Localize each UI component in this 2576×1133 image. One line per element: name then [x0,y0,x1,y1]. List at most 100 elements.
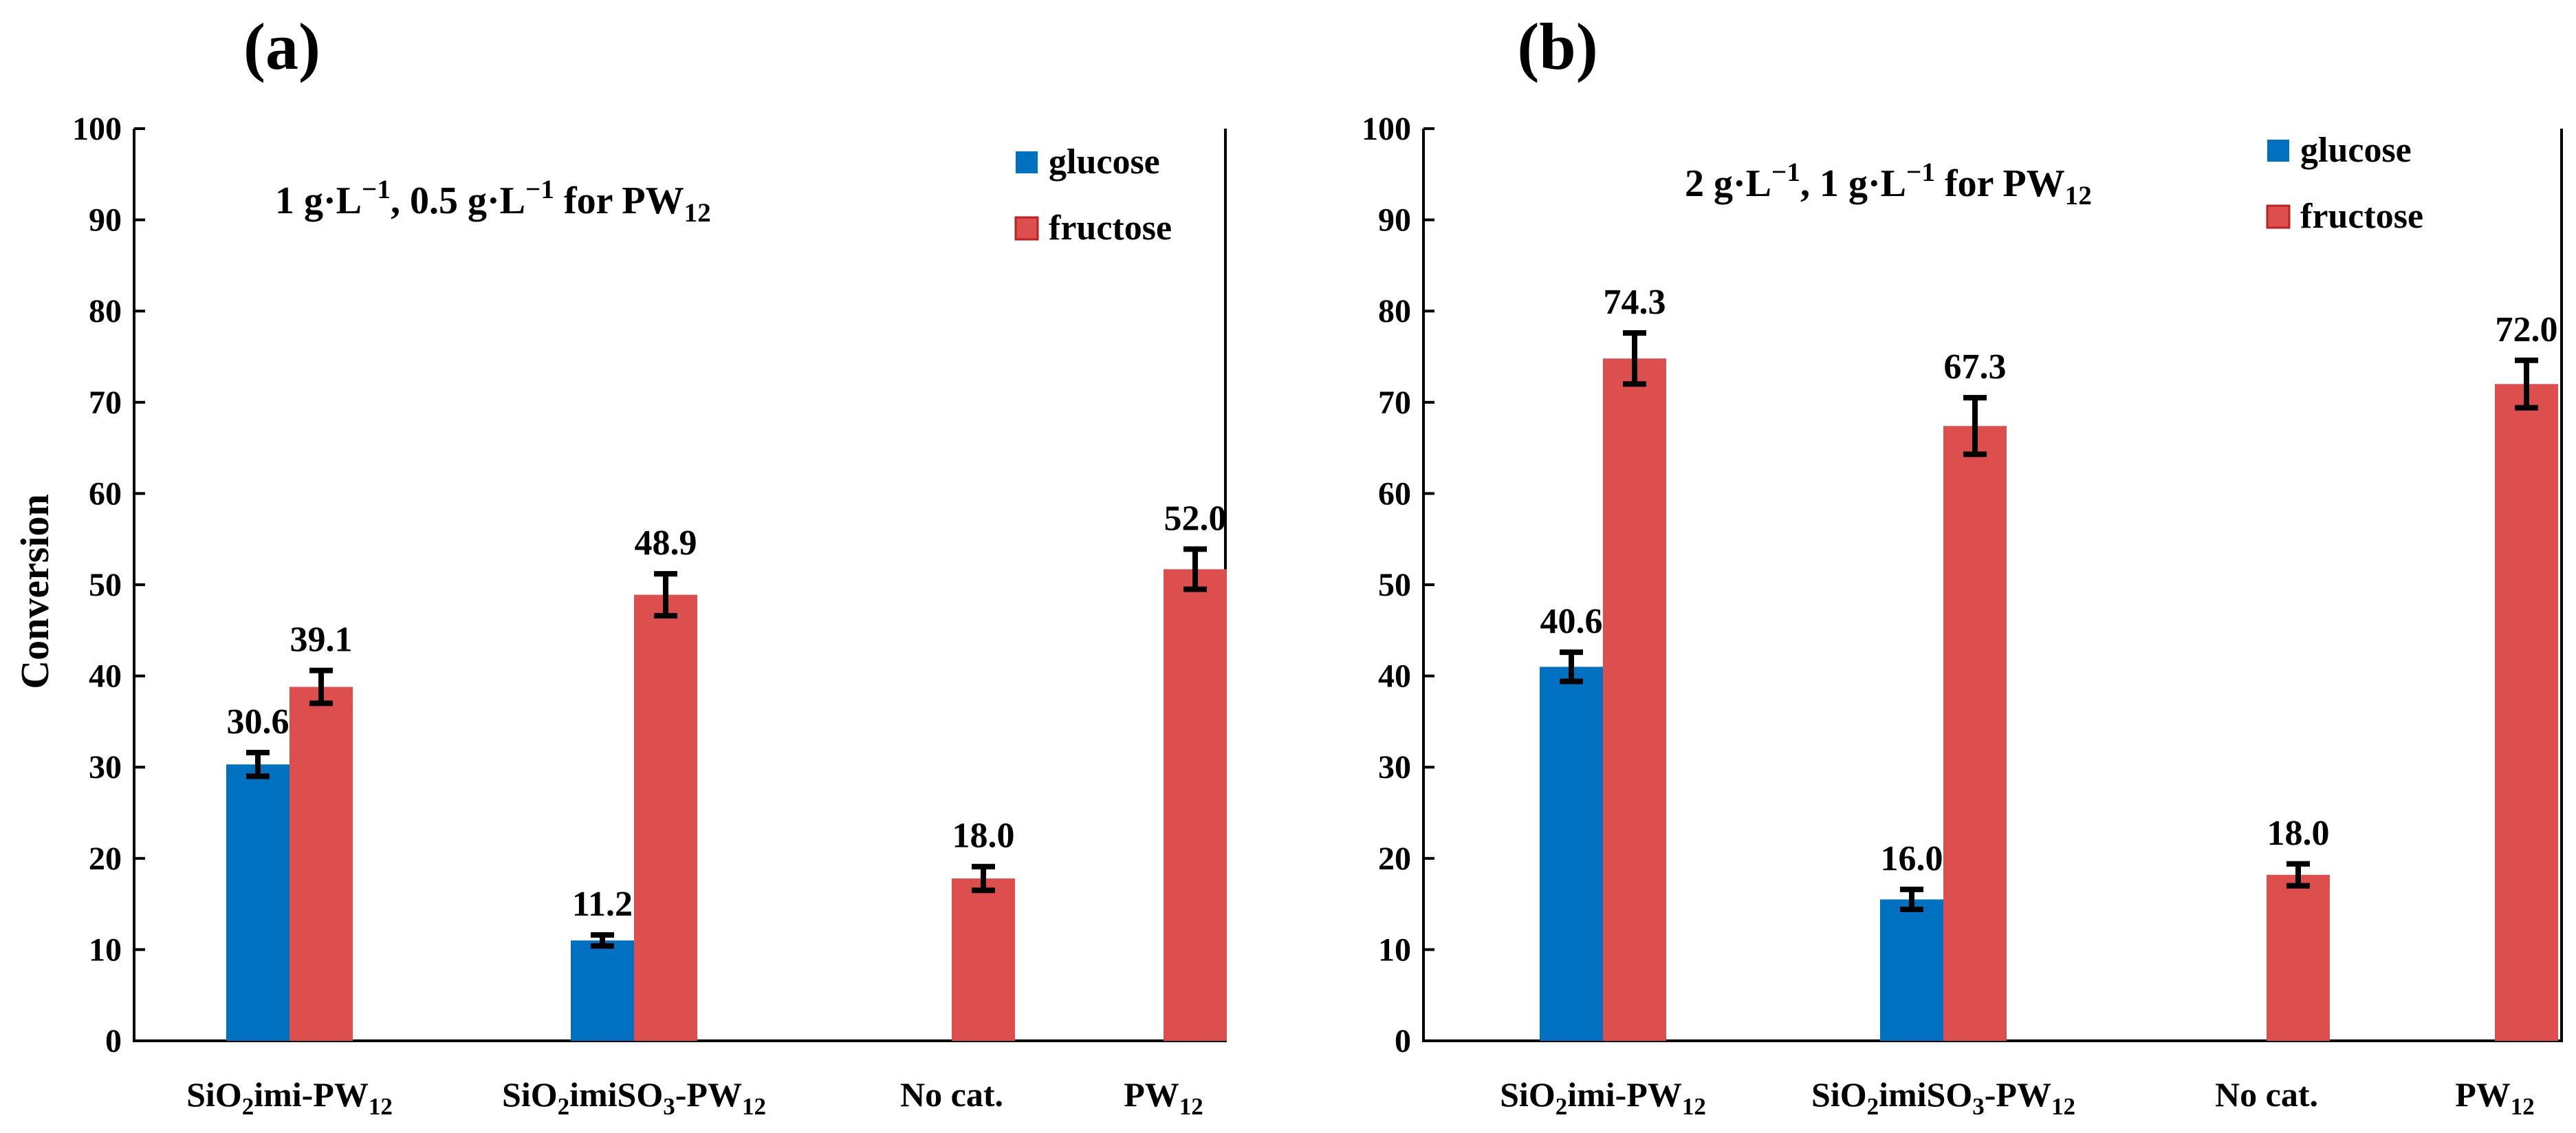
glucose-data-label: 11.2 [572,885,633,924]
y-tick-label: 70 [1378,385,1411,421]
conditions-annotation: 1 g·L−1, 0.5 g·L−1 for PW12 [275,175,711,228]
glucose-error-bar [591,932,614,949]
category-label-part-1: 2 [1867,1093,1879,1120]
fructose-data-label: 74.3 [1604,283,1666,322]
fructose-data-label: 52.0 [1164,499,1227,538]
glucose-error-bar [246,749,270,779]
category-label: PW12 [1124,1075,1203,1120]
category-label-part-5: 12 [2051,1093,2075,1120]
fructose-legend-label: fructose [1049,208,1172,248]
annotation-part: 1 g·L [275,180,362,222]
category-label: SiO2imiSO3-PW12 [502,1075,766,1120]
fructose-data-label: 18.0 [952,817,1015,856]
category-label-part-2: imi-PW [1567,1075,1682,1114]
category-label-part-0: PW [1124,1075,1179,1114]
category-label: No cat. [900,1075,1003,1114]
category-label-part-2: imiSO [1879,1075,1972,1114]
category-label-part-0: No cat. [900,1075,1003,1114]
fructose-data-label: 18.0 [2267,814,2330,853]
fructose-data-label: 67.3 [1944,347,2007,387]
category-label-part-3: 3 [663,1093,675,1120]
y-tick-label: 90 [1378,202,1411,239]
category-label: SiO2imi-PW12 [186,1075,393,1120]
fructose-error-bar [1623,330,1646,387]
category-label: SiO2imi-PW12 [1500,1075,1706,1120]
fructose-legend-label: fructose [2300,197,2423,236]
panel-label: (a) [243,10,320,83]
category-label-part-3: 3 [1972,1093,1985,1120]
category-label-part-2: imiSO [569,1075,663,1114]
y-tick-label: 70 [89,385,122,421]
glucose-error-bar [1560,649,1583,684]
y-tick-label: 30 [1378,749,1411,786]
category-label-part-1: 2 [242,1093,254,1120]
category-label: PW12 [2455,1075,2535,1120]
fructose-data-label: 72.0 [2496,310,2558,349]
conditions-annotation: 2 g·L−1, 1 g·L−1 for PW12 [1685,158,2092,211]
glucose-error-bar [1900,886,1923,913]
glucose-legend-label: glucose [2300,131,2412,170]
category-label-part-0: SiO [1500,1075,1556,1114]
y-tick-label: 40 [89,658,122,695]
fructose-bar [1164,569,1227,1041]
annotation-part: 12 [684,198,711,228]
category-label-part-4: -PW [1985,1075,2051,1114]
y-tick-label: 100 [72,111,122,147]
glucose-bar [1540,667,1603,1041]
y-tick-label: 50 [1378,567,1411,603]
category-label-part-0: SiO [186,1075,242,1114]
annotation-part: 2 g·L [1685,162,1771,205]
annotation-part: , 0.5 g·L [391,180,525,222]
glucose-data-label: 30.6 [227,702,290,742]
annotation-part: −1 [362,175,391,204]
glucose-legend-swatch [1016,151,1038,173]
category-label-part-1: 2 [558,1093,570,1120]
fructose-data-label: 39.1 [290,621,353,660]
annotation-part: , 1 g·L [1800,162,1906,205]
annotation-part: for PW [554,180,684,222]
y-tick-label: 80 [89,293,122,330]
annotation-part: −1 [1771,158,1800,187]
annotation-part: 12 [2065,181,2092,211]
y-tick-label: 0 [1395,1023,1411,1059]
fructose-error-bar [2515,357,2538,411]
y-tick-label: 60 [89,475,122,512]
fructose-data-label: 48.9 [635,524,697,563]
category-label-part-2: imi-PW [254,1075,369,1114]
fructose-bar [2495,384,2558,1041]
category-label-part-4: -PW [675,1075,742,1114]
fructose-bar [1943,426,2007,1041]
y-tick-label: 90 [89,202,122,239]
category-label-part-5: 12 [742,1093,766,1120]
y-tick-label: 80 [1378,293,1411,330]
category-label-part-0: SiO [502,1075,558,1114]
category-label: SiO2imiSO3-PW12 [1811,1075,2075,1120]
fructose-legend-swatch [1014,216,1039,241]
y-tick-label: 10 [89,931,122,968]
fructose-error-bar [972,863,995,894]
fructose-error-bar [2286,861,2310,889]
category-label-part-3: 12 [369,1093,393,1120]
glucose-bar [1880,899,1943,1041]
y-tick-label: 100 [1362,111,1411,147]
category-label-part-3: 12 [1682,1093,1706,1120]
y-tick-label: 0 [105,1023,122,1059]
category-label-part-0: PW [2455,1075,2511,1114]
y-tick-label: 30 [89,749,122,786]
category-label: No cat. [2215,1075,2318,1114]
fructose-error-bar [1183,546,1207,592]
glucose-bar [226,764,290,1041]
category-label-part-0: SiO [1811,1075,1867,1114]
fructose-legend-swatch [2266,204,2291,229]
category-label-part-0: No cat. [2215,1075,2318,1114]
fructose-error-bar [654,571,677,619]
fructose-bar [634,594,697,1041]
y-tick-label: 60 [1378,475,1411,512]
y-tick-label: 40 [1378,658,1411,695]
glucose-data-label: 40.6 [1540,602,1603,641]
y-tick-label: 10 [1378,931,1411,968]
category-label-part-1: 12 [1179,1093,1203,1120]
